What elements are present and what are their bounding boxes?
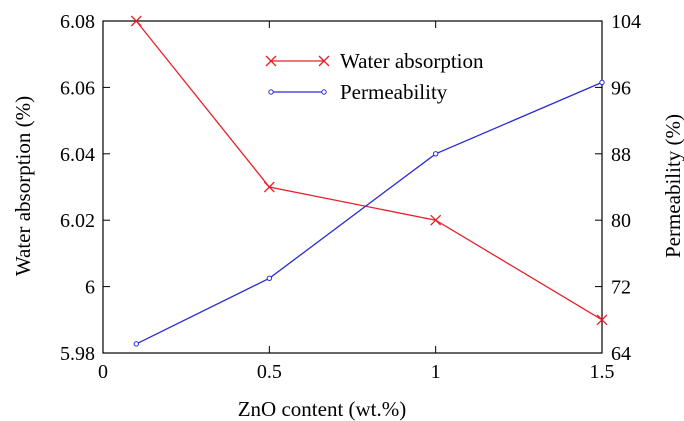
y-tick-label-left: 6.08 [60, 11, 95, 33]
plot-frame [102, 20, 603, 354]
legend: Water absorption Permeability [265, 49, 484, 104]
legend-marker-water-absorption [265, 55, 330, 67]
series-line-permeability [136, 81, 603, 345]
y-tick-label-left: 6 [85, 277, 95, 299]
legend-marker-permeability [321, 89, 327, 95]
data-point-water-absorption [596, 314, 608, 326]
y-tick-label-right: 72 [611, 277, 631, 299]
y-tick-label-right: 104 [611, 11, 641, 33]
y-tick-label-right: 96 [611, 77, 631, 99]
x-tick-label: 0 [98, 361, 108, 383]
plot-area [102, 20, 603, 354]
legend-marker-permeability [268, 89, 274, 95]
x-tick-label: 0.5 [257, 361, 282, 383]
y-tick-label-left: 6.02 [60, 210, 95, 232]
legend-label-water-absorption: Water absorption [340, 49, 484, 73]
y-tick-label-left: 6.06 [60, 77, 95, 99]
y-tick-label-left: 5.98 [60, 343, 95, 365]
axis-ticks [102, 20, 603, 354]
data-point-permeability [599, 79, 605, 86]
y-tick-label-left: 6.04 [60, 144, 95, 166]
series-line-water-absorption [135, 20, 603, 321]
x-tick-label: 1.5 [590, 361, 615, 383]
data-point-permeability [133, 341, 139, 347]
tick-labels: 0 0.5 1 1.5 5.98 6 6.02 6.04 6.06 6.08 64 72 80 88 96 1… [60, 11, 641, 383]
y-tick-label-right: 88 [611, 144, 631, 166]
data-point-permeability [432, 151, 439, 157]
y-tick-label-right: 64 [611, 343, 631, 365]
x-axis-title: ZnO content (wt.%) [238, 397, 407, 421]
y-axis-title-left: Water absorption (%) [11, 96, 35, 276]
series-layer [130, 15, 608, 347]
y-axis-title-right: Permeability (%) [661, 114, 684, 258]
data-point-water-absorption [263, 181, 275, 193]
data-point-water-absorption [430, 214, 442, 226]
legend-label-permeability: Permeability [340, 80, 448, 104]
y-tick-label-right: 80 [611, 210, 631, 232]
x-tick-label: 1 [431, 361, 441, 383]
data-point-permeability [266, 275, 273, 281]
data-point-water-absorption [130, 15, 142, 27]
